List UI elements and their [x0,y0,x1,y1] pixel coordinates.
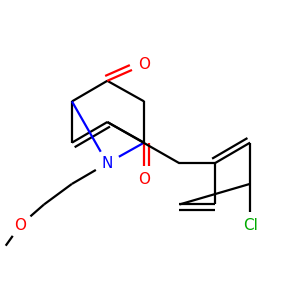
Text: O: O [138,172,150,187]
Text: O: O [138,57,150,72]
Text: Cl: Cl [243,218,257,232]
Text: O: O [14,218,26,232]
Text: N: N [102,156,113,171]
